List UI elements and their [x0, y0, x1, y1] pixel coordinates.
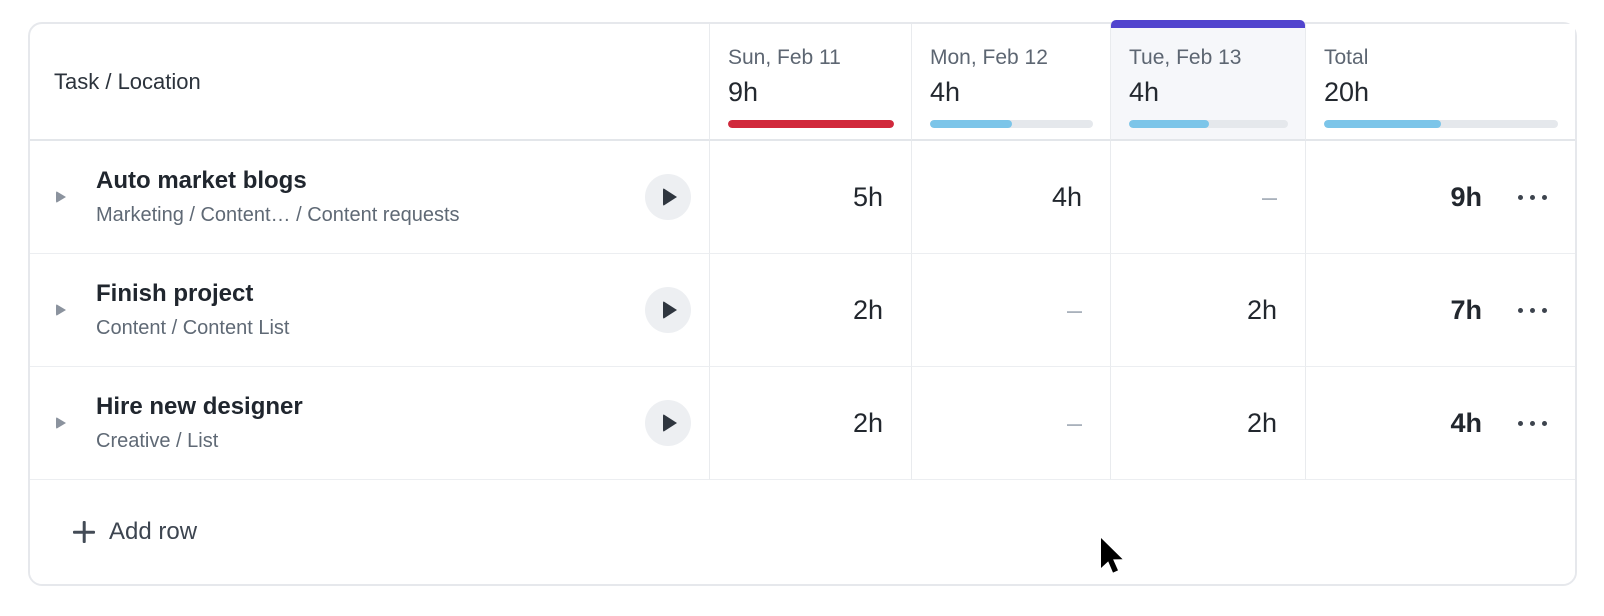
- add-row-button[interactable]: Add row: [30, 480, 1575, 584]
- time-value: 2h: [1246, 294, 1277, 325]
- time-cell[interactable]: –: [911, 254, 1110, 367]
- total-capacity-bar: [1324, 119, 1558, 128]
- time-cell[interactable]: 2h: [709, 367, 911, 480]
- time-value: –: [1066, 407, 1082, 438]
- add-row-label: Add row: [109, 518, 198, 545]
- column-header-tue-feb-13[interactable]: Tue, Feb 13 4h: [1110, 20, 1305, 141]
- time-cell[interactable]: 2h: [1110, 367, 1305, 480]
- time-cell[interactable]: 4h: [911, 141, 1110, 254]
- task-title[interactable]: Finish project: [96, 280, 254, 308]
- play-icon: [663, 188, 677, 206]
- time-value: 4h: [1051, 181, 1082, 212]
- time-cell[interactable]: –: [1110, 141, 1305, 254]
- task-info: Finish project Content / Content List: [96, 280, 645, 340]
- task-info: Auto market blogs Marketing / Content… /…: [96, 167, 645, 227]
- time-value: 2h: [852, 294, 883, 325]
- column-header-task-location: Task / Location: [30, 24, 709, 141]
- expand-caret-icon[interactable]: [56, 417, 66, 429]
- day-label: Sun, Feb 11: [728, 46, 841, 69]
- day-total-hours: 4h: [930, 77, 961, 108]
- time-value: 2h: [1246, 407, 1277, 438]
- play-timer-button[interactable]: [645, 174, 691, 220]
- task-location-header-label: Task / Location: [54, 68, 201, 94]
- day-label: Tue, Feb 13: [1129, 46, 1242, 69]
- day-capacity-fill: [930, 119, 1012, 128]
- time-cell[interactable]: 2h: [709, 254, 911, 367]
- row-menu-button[interactable]: [1518, 189, 1547, 206]
- play-timer-button[interactable]: [645, 400, 691, 446]
- day-capacity-fill: [1129, 119, 1209, 128]
- row-total-cell: 7h: [1305, 254, 1575, 367]
- week-total-hours: 20h: [1324, 77, 1370, 108]
- task-title[interactable]: Auto market blogs: [96, 167, 307, 195]
- column-header-total: Total 20h: [1305, 24, 1575, 141]
- day-total-hours: 9h: [728, 77, 759, 108]
- play-timer-button[interactable]: [645, 287, 691, 333]
- day-total-hours: 4h: [1129, 77, 1160, 108]
- timesheet-table: Task / Location Sun, Feb 11 9h Mon, Feb …: [28, 20, 1577, 586]
- row-menu-button[interactable]: [1518, 302, 1547, 319]
- column-header-sun-feb-11[interactable]: Sun, Feb 11 9h: [709, 24, 911, 141]
- day-capacity-bar: [930, 119, 1093, 128]
- time-value: 2h: [852, 407, 883, 438]
- task-cell[interactable]: Auto market blogs Marketing / Content… /…: [30, 141, 709, 254]
- task-location-breadcrumb: Content / Content List: [96, 316, 290, 339]
- day-capacity-fill: [728, 119, 894, 128]
- task-title[interactable]: Hire new designer: [96, 393, 303, 421]
- time-value: –: [1066, 294, 1082, 325]
- time-cell[interactable]: 5h: [709, 141, 911, 254]
- play-icon: [663, 301, 677, 319]
- day-capacity-bar: [728, 119, 894, 128]
- task-location-breadcrumb: Creative / List: [96, 429, 219, 452]
- time-cell[interactable]: –: [911, 367, 1110, 480]
- row-menu-button[interactable]: [1518, 415, 1547, 432]
- row-total-value: 4h: [1450, 407, 1482, 438]
- row-total-cell: 9h: [1305, 141, 1575, 254]
- today-indicator: [1111, 20, 1305, 28]
- play-icon: [663, 414, 677, 432]
- row-total-value: 9h: [1450, 181, 1482, 212]
- task-info: Hire new designer Creative / List: [96, 393, 645, 453]
- task-cell[interactable]: Hire new designer Creative / List: [30, 367, 709, 480]
- day-capacity-bar: [1129, 119, 1288, 128]
- total-label: Total: [1324, 46, 1369, 69]
- time-value: 5h: [852, 181, 883, 212]
- time-value: –: [1261, 181, 1277, 212]
- expand-caret-icon[interactable]: [56, 191, 66, 203]
- timesheet-grid: Task / Location Sun, Feb 11 9h Mon, Feb …: [30, 20, 1575, 584]
- plus-icon: [72, 520, 96, 544]
- row-total-cell: 4h: [1305, 367, 1575, 480]
- row-total-value: 7h: [1450, 294, 1482, 325]
- time-cell[interactable]: 2h: [1110, 254, 1305, 367]
- task-cell[interactable]: Finish project Content / Content List: [30, 254, 709, 367]
- task-location-breadcrumb: Marketing / Content… / Content requests: [96, 203, 460, 226]
- day-label: Mon, Feb 12: [930, 46, 1048, 69]
- total-capacity-fill: [1324, 119, 1441, 128]
- expand-caret-icon[interactable]: [56, 304, 66, 316]
- column-header-mon-feb-12[interactable]: Mon, Feb 12 4h: [911, 24, 1110, 141]
